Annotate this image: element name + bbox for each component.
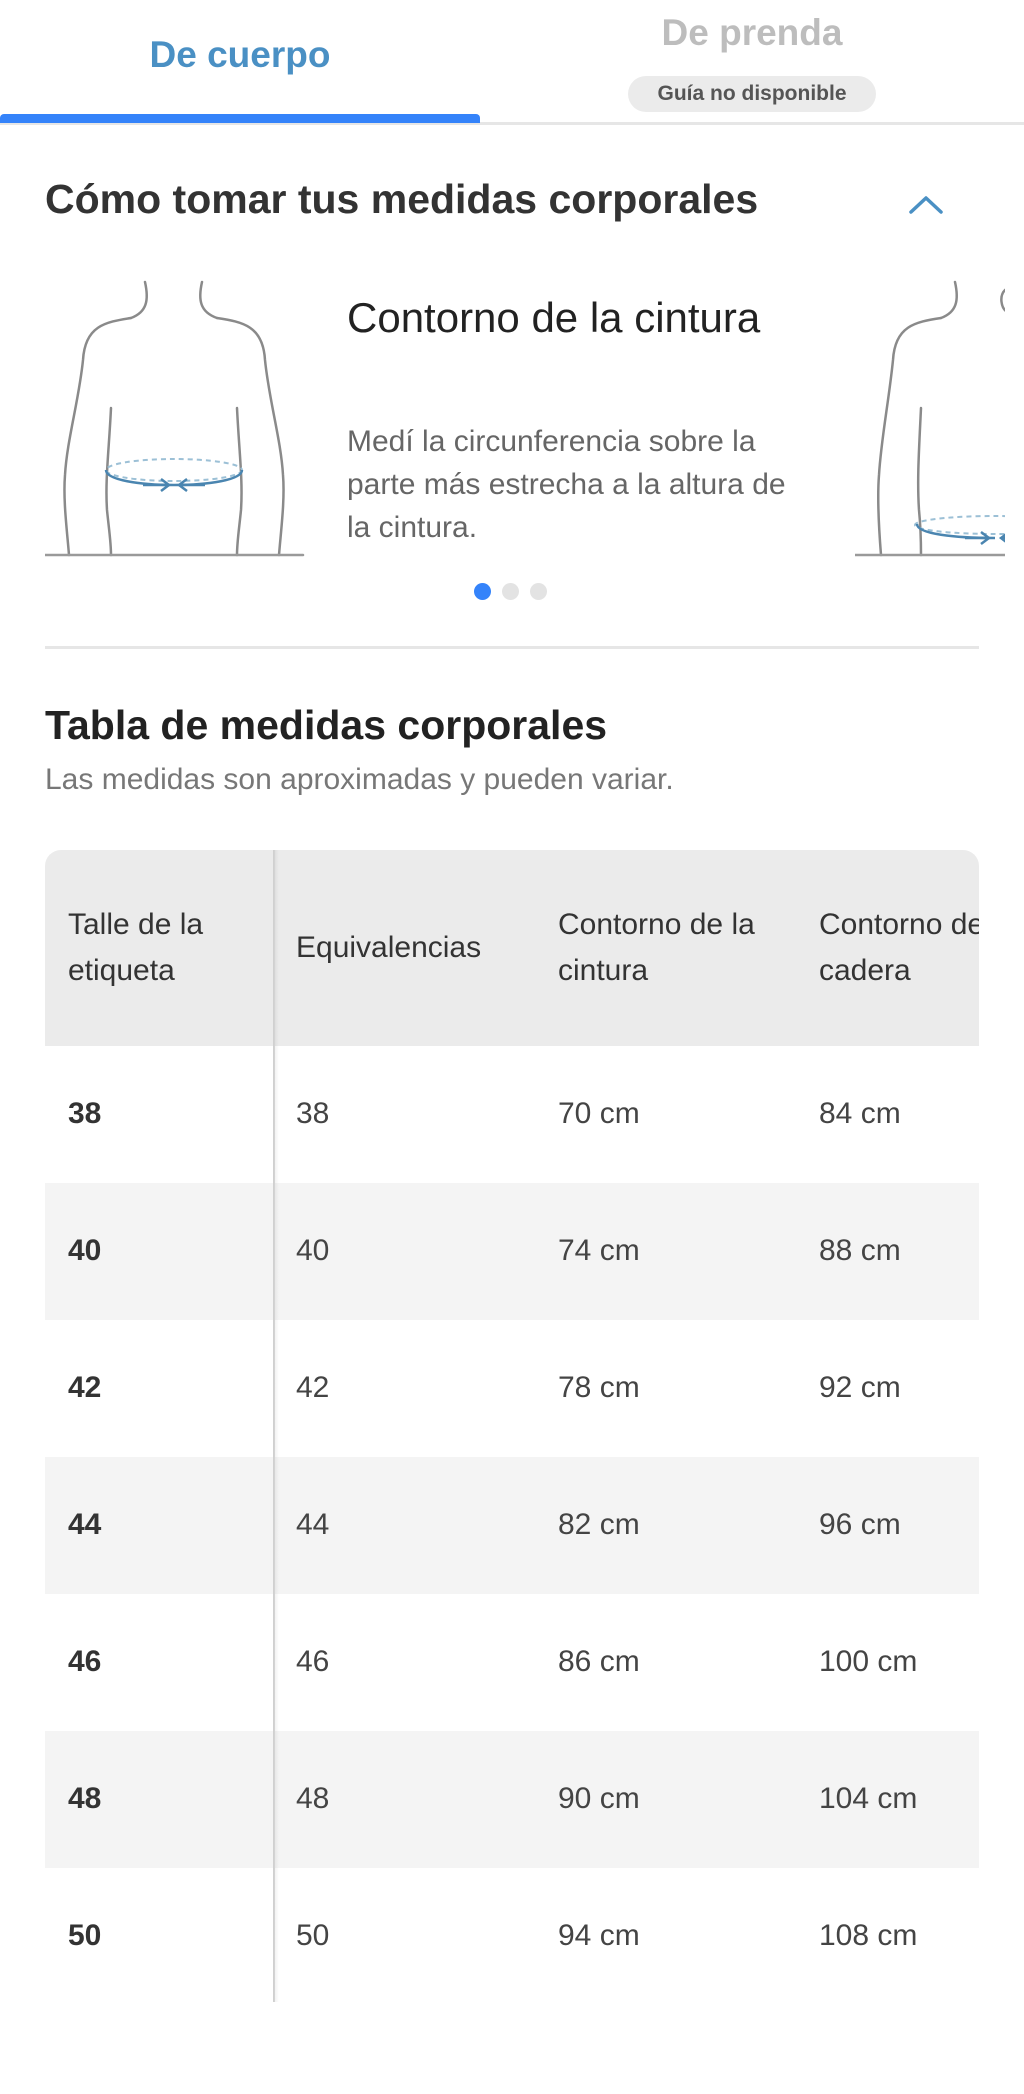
cell-equivalence: 42: [296, 1371, 330, 1404]
measurement-carousel[interactable]: Contorno de la cintura Medí la circunfer…: [45, 270, 1005, 570]
chevron-up-icon[interactable]: [908, 192, 944, 216]
cell-equivalence: 40: [296, 1234, 330, 1267]
cell-size: 48: [68, 1782, 102, 1815]
slide-title: Contorno de la cintura: [347, 294, 761, 341]
cell-equivalence: 44: [296, 1508, 330, 1541]
cell-hip: 92 cm: [819, 1371, 901, 1404]
table-row: 44 44 82 cm 96 cm: [45, 1457, 979, 1594]
pagination-dot[interactable]: [530, 583, 547, 600]
table-row: 40 40 74 cm 88 cm: [45, 1183, 979, 1320]
cell-hip: 100 cm: [819, 1645, 918, 1678]
guide-unavailable-badge: Guía no disponible: [628, 76, 876, 112]
cell-equivalence: 48: [296, 1782, 330, 1815]
tab-body-measures[interactable]: De cuerpo: [0, 0, 480, 125]
table-row: 46 46 86 cm 100 cm: [45, 1594, 979, 1731]
size-guide-tabs: De cuerpo De prenda Guía no disponible: [0, 0, 1024, 125]
cell-hip: 84 cm: [819, 1097, 901, 1130]
sticky-column-shadow: [273, 850, 279, 2002]
cell-size: 40: [68, 1234, 102, 1267]
cell-waist: 78 cm: [558, 1371, 640, 1404]
table-row: 48 48 90 cm 104 cm: [45, 1731, 979, 1868]
size-table[interactable]: Talle de la etiqueta Equivalencias Conto…: [45, 850, 979, 2002]
how-to-measure-title: Cómo tomar tus medidas corporales: [45, 176, 759, 222]
tab-garment-measures[interactable]: De prenda Guía no disponible: [512, 0, 992, 125]
header-waist: Contorno de la cintura: [558, 908, 755, 987]
cell-size: 42: [68, 1371, 102, 1404]
cell-waist: 82 cm: [558, 1508, 640, 1541]
cell-hip: 108 cm: [819, 1919, 918, 1952]
cell-waist: 86 cm: [558, 1645, 640, 1678]
cell-size: 46: [68, 1645, 102, 1678]
pagination-dot-active[interactable]: [474, 583, 491, 600]
header-hip: Contorno de cadera: [819, 908, 979, 987]
cell-equivalence: 38: [296, 1097, 330, 1130]
active-tab-indicator: [0, 114, 480, 123]
cell-hip: 88 cm: [819, 1234, 901, 1267]
cell-size: 38: [68, 1097, 102, 1130]
cell-equivalence: 50: [296, 1919, 330, 1952]
cell-waist: 94 cm: [558, 1919, 640, 1952]
torso-waist-illustration: [45, 280, 305, 557]
slide-description: Medí la circunferencia sobre la parte má…: [347, 425, 786, 544]
cell-hip: 96 cm: [819, 1508, 901, 1541]
cell-size: 50: [68, 1919, 102, 1952]
header-equivalences: Equivalencias: [296, 931, 482, 964]
cell-hip: 104 cm: [819, 1782, 918, 1815]
size-table-title: Tabla de medidas corporales: [45, 702, 608, 748]
tab-garment-label: De prenda: [661, 12, 843, 53]
pagination-dot[interactable]: [502, 583, 519, 600]
header-label-size: Talle de la etiqueta: [68, 908, 204, 987]
size-table-subtitle: Las medidas son aproximadas y pueden var…: [45, 763, 674, 796]
table-row: 38 38 70 cm 84 cm: [45, 1046, 979, 1183]
cell-equivalence: 46: [296, 1645, 330, 1678]
table-header-row: Talle de la etiqueta Equivalencias Conto…: [45, 850, 979, 1046]
cell-waist: 74 cm: [558, 1234, 640, 1267]
cell-waist: 70 cm: [558, 1097, 640, 1130]
sticky-column-divider: [273, 850, 275, 2002]
tab-body-label: De cuerpo: [149, 34, 331, 75]
next-slide-illustration: [855, 280, 1005, 557]
cell-size: 44: [68, 1508, 102, 1541]
table-row: 42 42 78 cm 92 cm: [45, 1320, 979, 1457]
section-divider: [45, 646, 979, 649]
table-row: 50 50 94 cm 108 cm: [45, 1868, 979, 2002]
cell-waist: 90 cm: [558, 1782, 640, 1815]
